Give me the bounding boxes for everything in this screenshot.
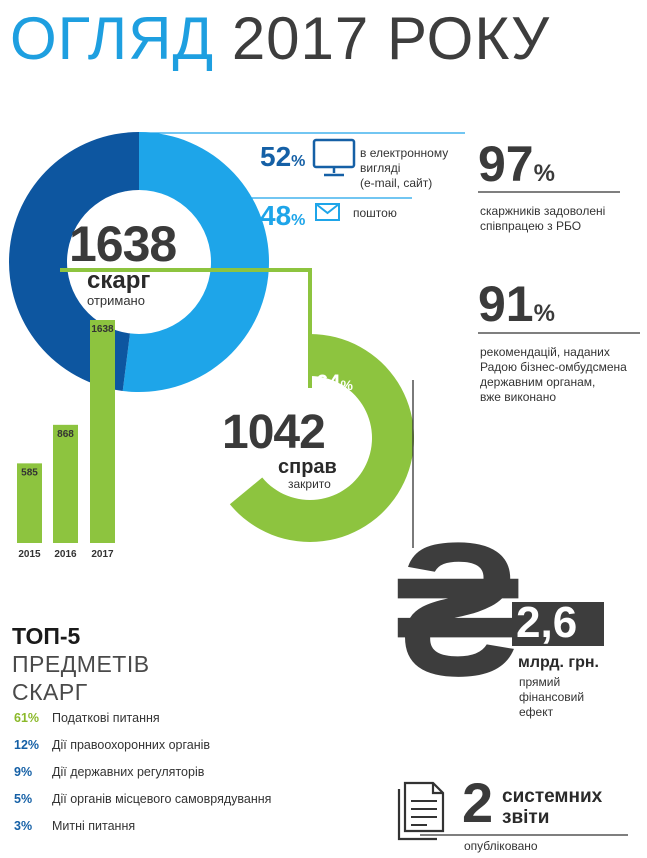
stat-satisfied: 97%: [478, 136, 555, 192]
top5-item-label: Податкові питання: [52, 711, 160, 725]
top5-item-pct: 9%: [14, 765, 33, 779]
post-pct: 48: [260, 200, 292, 231]
complaints-unit: скарг: [87, 267, 151, 294]
top5-title: ТОП-5 ПРЕДМЕТІВ СКАРГ: [12, 623, 150, 705]
top5-item-label: Дії державних регуляторів: [52, 765, 205, 779]
monitor-icon: [312, 138, 356, 177]
money-value-box: [512, 602, 604, 646]
complaints-sub: отримано: [87, 293, 145, 308]
money-unit: млрд. грн.: [518, 654, 599, 671]
bar: [17, 463, 42, 543]
bar-year-label: 2016: [54, 549, 77, 560]
top5-item-pct: 12%: [14, 738, 40, 752]
donut-slice-closed: [229, 334, 415, 542]
top5-item: 3% Митні питання: [14, 819, 135, 833]
pct-sign: %: [291, 153, 306, 170]
money-label: прямий фінансовий ефект: [519, 675, 585, 719]
stat-satisfied-label: скаржників задоволені співпрацею з РБО: [480, 204, 606, 233]
bar: [53, 424, 78, 543]
top5-item-label: Митні питання: [52, 819, 136, 833]
donut-slice-post: [8, 132, 140, 391]
reports-label: системних звіти: [502, 786, 603, 828]
stat-recommendations: 91%: [478, 276, 555, 332]
electronic-share: 52%: [260, 141, 305, 173]
cases-center: 1042 справ закрито: [222, 406, 352, 491]
bar-year-label: 2015: [18, 549, 41, 560]
post-share: 48%: [260, 200, 305, 232]
complaints-center: 1638 скарг отримано: [69, 216, 199, 308]
reports-value: 2: [462, 771, 494, 834]
complaints-donut-chart: [8, 132, 269, 392]
top5-item-pct: 3%: [14, 819, 33, 833]
donut-slice-electronic: [122, 132, 269, 392]
top5-item: 5% Дії органів місцевого самоврядування: [14, 792, 271, 806]
top5-item: 9% Дії державних регуляторів: [14, 765, 204, 779]
bar-value-label: 1638: [91, 324, 114, 335]
stat-value: 91: [478, 276, 534, 332]
cases-total: 1042: [222, 406, 326, 459]
document-icon: [397, 781, 445, 841]
hryvnia-symbol: ₴: [395, 504, 522, 716]
bar-value-label: 868: [57, 429, 74, 440]
electronic-label: в електронному вигляді (e-mail, сайт): [360, 146, 449, 190]
bar: [90, 320, 115, 543]
top5-item-pct: 61%: [14, 711, 40, 725]
post-label: поштою: [353, 206, 397, 220]
reports-sub: опубліковано: [464, 839, 538, 853]
bar-year-label: 2017: [91, 549, 114, 560]
envelope-icon: [315, 203, 340, 221]
top5-item-label: Дії органів місцевого самоврядування: [52, 792, 272, 806]
title-part-1: ОГЛЯД: [10, 5, 215, 72]
cases-donut-chart: [229, 334, 415, 542]
cases-unit: справ: [278, 456, 337, 478]
bar-chart: 585 2015 868 2016 1638 2017: [17, 320, 115, 560]
cases-pct-label: 64%: [316, 370, 353, 395]
page-title: ОГЛЯД 2017 РОКУ: [10, 0, 550, 78]
complaints-total: 1638: [69, 216, 177, 272]
top5-item-label: Дії правоохоронних органів: [52, 738, 211, 752]
money-value: 2,6: [516, 598, 578, 647]
pct-sign: %: [291, 212, 306, 229]
electronic-pct: 52: [260, 141, 292, 172]
bar-value-label: 585: [21, 467, 38, 478]
top5-item: 61% Податкові питання: [14, 711, 160, 725]
top5-item: 12% Дії правоохоронних органів: [14, 738, 210, 752]
stat-recommendations-label: рекомендацій, наданих Радою бізнес-омбуд…: [480, 345, 627, 404]
title-part-2: 2017 РОКУ: [231, 5, 551, 72]
stat-value: 97: [478, 136, 534, 192]
top5-item-pct: 5%: [14, 792, 33, 806]
cases-sub: закрито: [288, 477, 331, 491]
